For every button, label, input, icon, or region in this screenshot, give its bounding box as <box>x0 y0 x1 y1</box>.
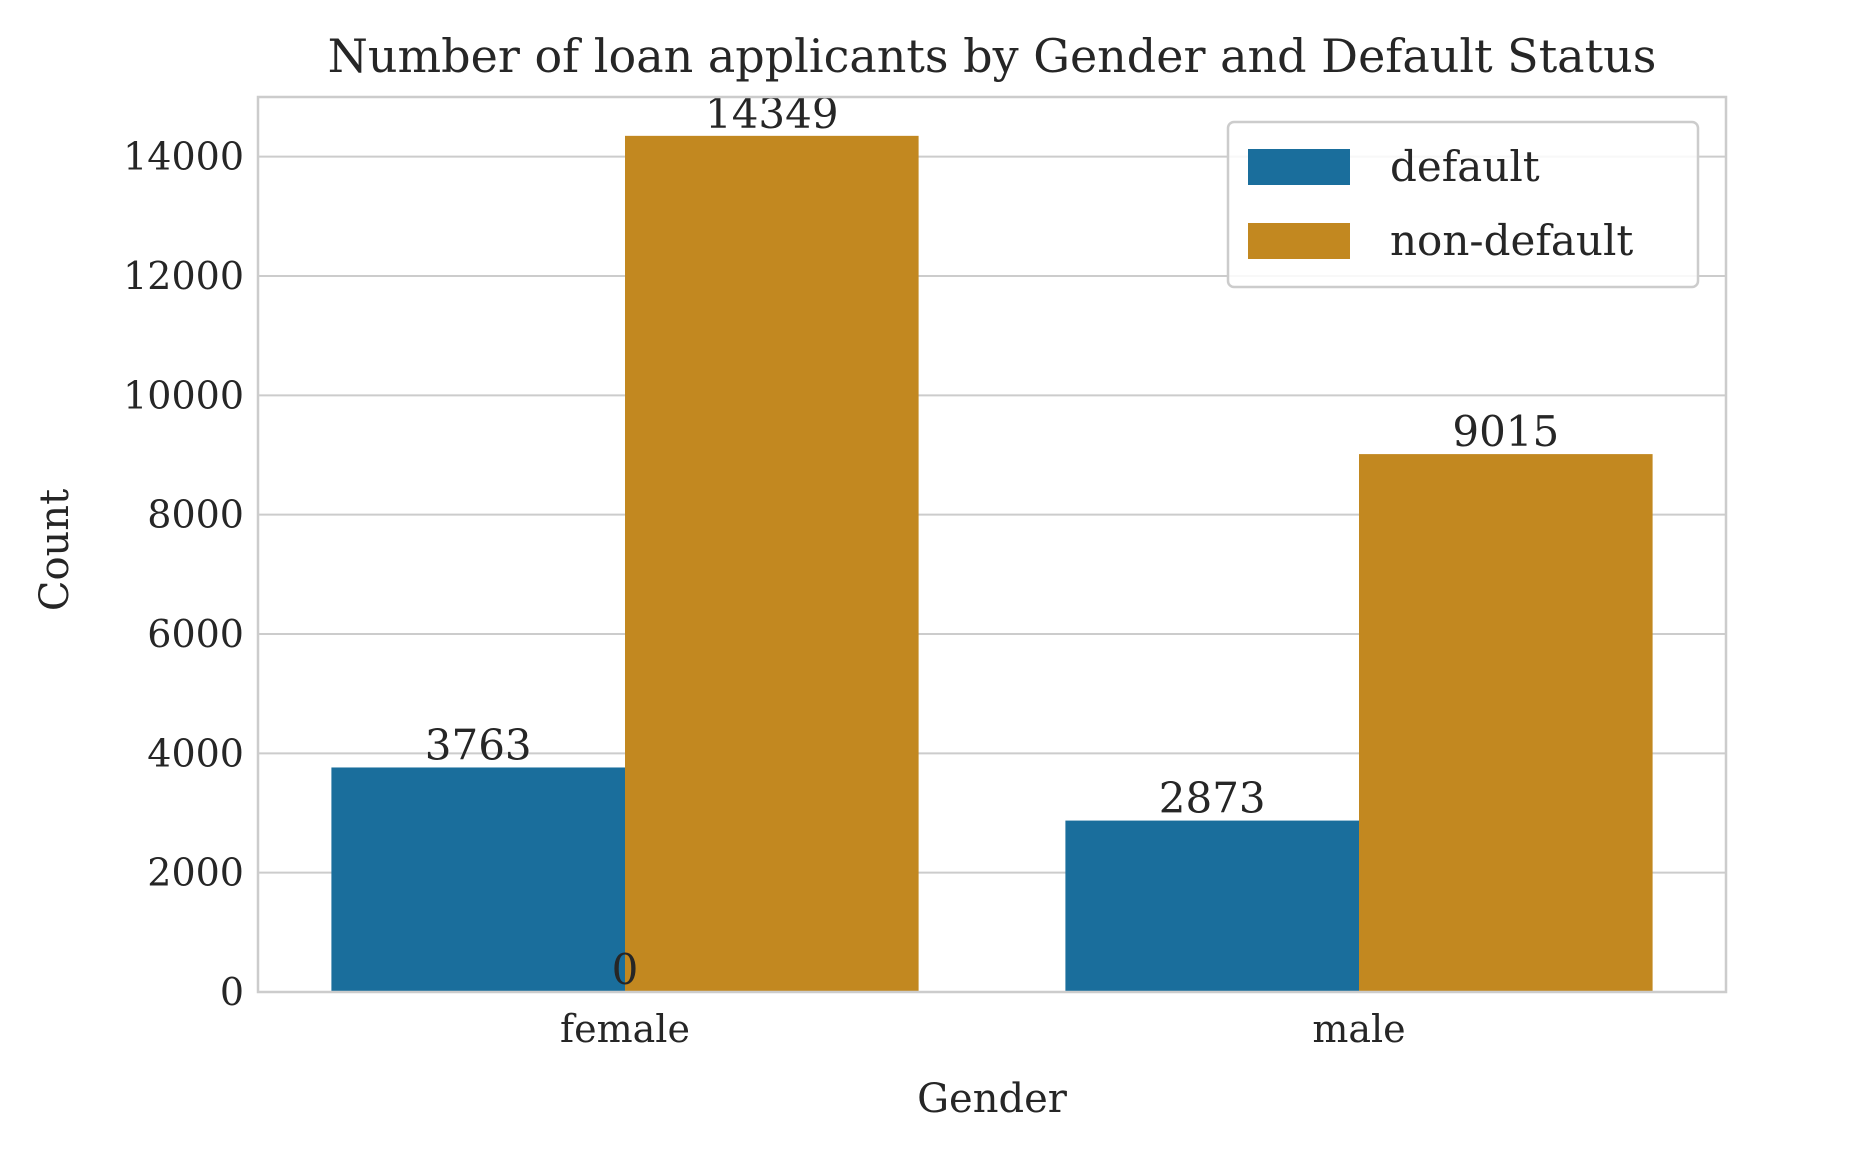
data-label-male-non-default: 9015 <box>1452 407 1559 456</box>
y-tick-label-10000: 10000 <box>123 373 244 417</box>
bar-female-default <box>331 767 625 992</box>
plot-frame <box>256 95 1728 994</box>
legend: default non-default <box>1226 120 1700 289</box>
y-tick-label-8000: 8000 <box>147 493 244 537</box>
data-label-female-default: 3763 <box>425 720 532 769</box>
y-tick-label-2000: 2000 <box>147 851 244 895</box>
legend-label-non-default: non-default <box>1390 216 1633 265</box>
legend-swatch-non-default <box>1248 223 1350 259</box>
bars <box>331 135 1653 993</box>
chart-title: Number of loan applicants by Gender and … <box>328 29 1657 83</box>
x-axis-label: Gender <box>917 1076 1068 1122</box>
y-axis-label: Count <box>32 489 78 611</box>
x-tick-label-female: female <box>560 1007 690 1051</box>
y-tick-label-14000: 14000 <box>123 135 244 179</box>
x-tick-label-male: male <box>1312 1007 1405 1051</box>
x-axis-ticks: female male <box>560 1007 1406 1051</box>
y-tick-label-0: 0 <box>220 970 244 1014</box>
legend-label-default: default <box>1390 142 1540 191</box>
y-axis-ticks: 0 2000 4000 6000 8000 10000 12000 14000 <box>123 135 244 1014</box>
y-tick-label-12000: 12000 <box>123 254 244 298</box>
bar-male-non-default <box>1359 454 1653 993</box>
bar-female-non-default <box>625 135 919 992</box>
y-tick-label-4000: 4000 <box>147 731 244 775</box>
data-label-extra-0: 0 <box>612 945 639 994</box>
bar-male-default <box>1065 820 1359 992</box>
legend-swatch-default <box>1248 149 1350 185</box>
y-tick-label-6000: 6000 <box>147 612 244 656</box>
data-label-male-default: 2873 <box>1159 774 1266 823</box>
